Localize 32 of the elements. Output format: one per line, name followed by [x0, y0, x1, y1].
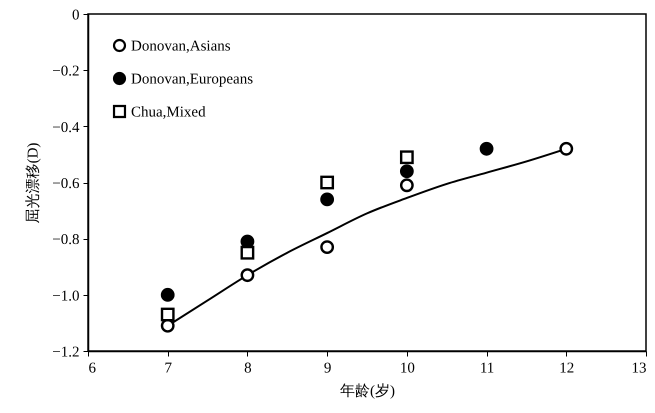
x-tick-label: 10	[400, 360, 415, 376]
point	[160, 308, 175, 322]
legend-label: Chua,Mixed	[131, 104, 206, 120]
y-tick-label: 0	[72, 8, 80, 24]
point	[160, 288, 175, 302]
legend-label: Donovan,Asians	[131, 38, 231, 54]
point	[400, 150, 414, 164]
y-tick-label: −0.8	[52, 232, 80, 248]
point	[400, 164, 414, 178]
point	[320, 240, 334, 254]
x-tick-label: 8	[244, 360, 252, 376]
point	[320, 176, 334, 190]
x-tick-label: 12	[559, 360, 574, 376]
point	[320, 192, 334, 206]
y-tick-label: −0.4	[52, 120, 80, 136]
point	[480, 142, 494, 156]
x-axis-title: 年龄(岁)	[340, 382, 395, 400]
y-tick-label: −1.0	[52, 288, 80, 304]
y-tick-label: −1.2	[52, 344, 80, 360]
point	[400, 178, 414, 192]
x-tick-label: 11	[480, 360, 494, 376]
x-tick-label: 9	[324, 360, 332, 376]
y-axis-title: 屈光漂移(D)	[24, 142, 42, 224]
y-tick-label: −0.6	[52, 176, 80, 192]
legend-label: Donovan,Europeans	[131, 72, 254, 88]
point	[240, 246, 254, 260]
y-tick-label: −0.2	[52, 64, 80, 80]
x-tick-label: 6	[88, 360, 96, 376]
x-tick-label: 7	[164, 360, 172, 376]
point	[240, 268, 254, 282]
point	[559, 142, 574, 156]
x-tick-label: 13	[632, 360, 646, 376]
